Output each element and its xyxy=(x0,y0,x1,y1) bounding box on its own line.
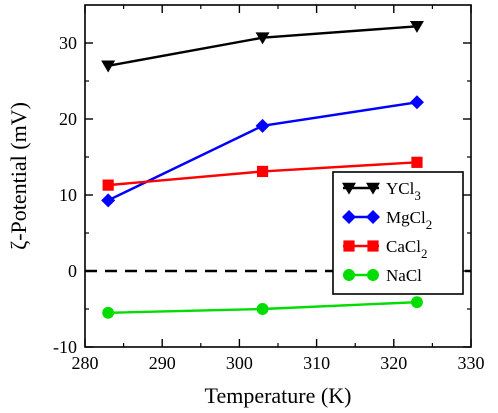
y-tick-label-1: 0 xyxy=(68,261,77,281)
data-point-ycl3-0 xyxy=(101,60,116,73)
data-point-mgcl2-1 xyxy=(255,118,270,133)
legend-marker-ycl3-b xyxy=(366,182,380,195)
legend-marker-nacl-a xyxy=(343,269,355,281)
plot-area: 280 290 300 310 320 330 -10 0 10 20 30 YCl3 MgCl2 CaC… xyxy=(53,4,485,373)
legend-item-mgcl2: MgCl2 xyxy=(342,208,432,232)
data-point-mgcl2-2 xyxy=(409,95,424,110)
data-point-nacl-1 xyxy=(256,303,269,315)
legend-marker-cacl2-b xyxy=(367,240,379,252)
legend-marker-mgcl2-b xyxy=(366,210,380,224)
x-tick-label-5: 330 xyxy=(458,353,485,373)
x-tick-label-0: 280 xyxy=(72,353,99,373)
legend-label-mgcl2: MgCl2 xyxy=(386,208,432,232)
data-point-mgcl2-0 xyxy=(101,193,116,208)
data-point-ycl3-2 xyxy=(409,21,424,33)
x-axis-title: Temperature (K) xyxy=(205,383,352,408)
legend-label-cacl2: CaCl2 xyxy=(386,237,427,261)
legend-marker-mgcl2-a xyxy=(342,210,356,224)
data-point-ycl3-1 xyxy=(255,32,270,45)
data-point-cacl2-1 xyxy=(256,165,269,178)
series-line-ycl3 xyxy=(107,25,418,67)
data-point-nacl-0 xyxy=(102,306,115,319)
legend-item-nacl: NaCl xyxy=(343,266,422,285)
x-tick-label-1: 290 xyxy=(149,353,176,373)
legend-label-nacl: NaCl xyxy=(386,266,422,285)
x-tick-label-3: 310 xyxy=(303,353,330,373)
data-point-cacl2-0 xyxy=(102,179,114,191)
y-axis-title: ζ-Potential (mV) xyxy=(6,102,31,250)
legend-marker-ycl3-a xyxy=(342,182,356,195)
x-tick-label-4: 320 xyxy=(380,353,407,373)
y-tick-label-3: 20 xyxy=(59,109,77,129)
legend-item-ycl3: YCl3 xyxy=(342,179,421,203)
legend-marker-cacl2-a xyxy=(343,240,355,252)
x-tick-label-2: 300 xyxy=(226,353,253,373)
data-point-nacl-2 xyxy=(411,296,423,309)
data-point-cacl2-2 xyxy=(411,156,423,168)
y-tick-label-0: -10 xyxy=(53,337,77,357)
legend-item-cacl2: CaCl2 xyxy=(343,237,427,261)
y-tick-label-2: 10 xyxy=(59,185,77,205)
legend-label-ycl3: YCl3 xyxy=(386,179,421,203)
y-tick-label-4: 30 xyxy=(59,33,77,53)
legend-marker-nacl-b xyxy=(367,269,379,281)
legend: YCl3 MgCl2 CaCl2 NaCl xyxy=(332,171,464,295)
